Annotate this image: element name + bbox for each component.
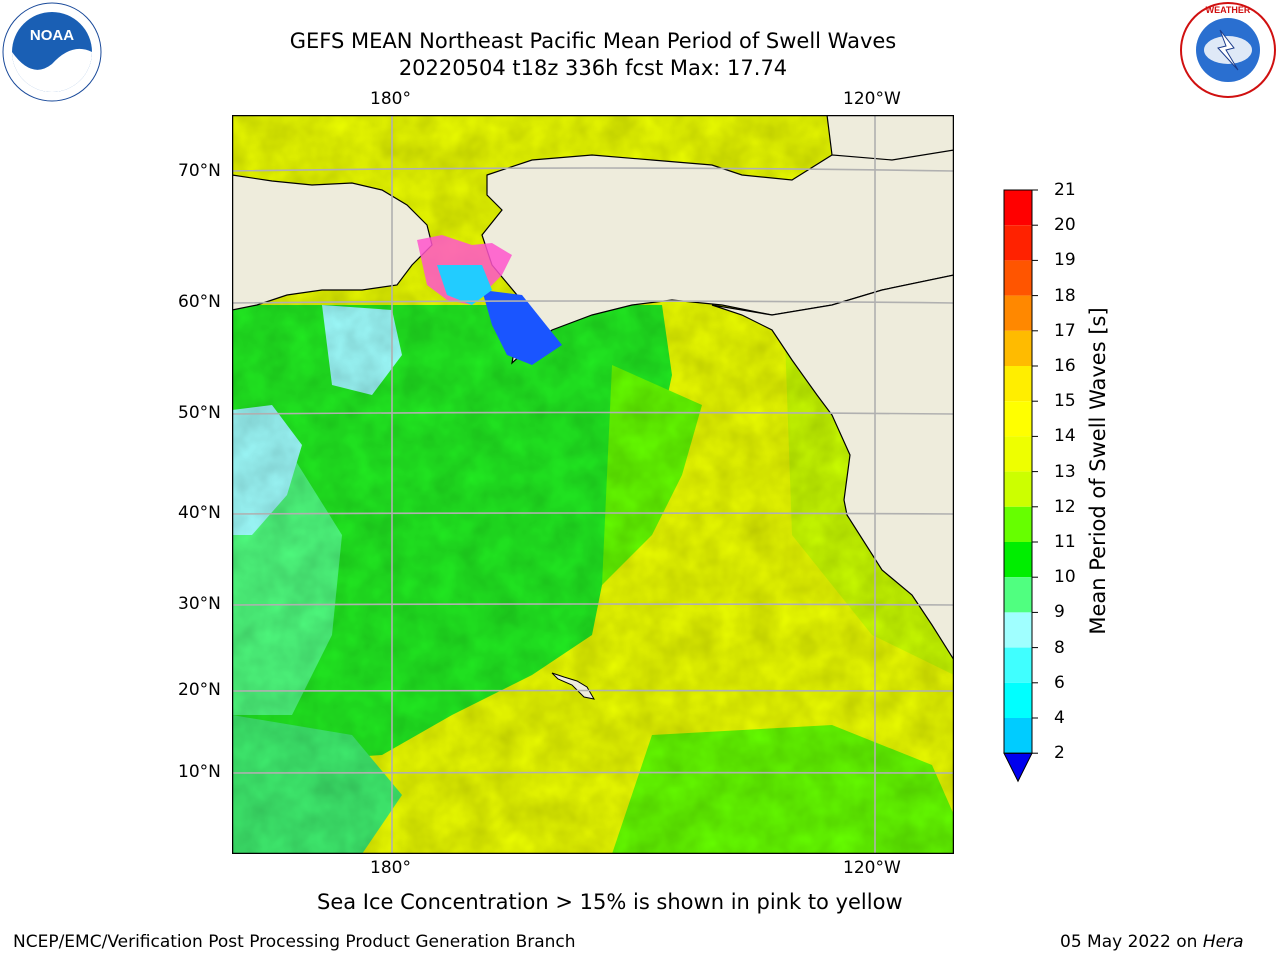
colorbar-tick-label: 14 [1054,426,1076,447]
swell-period-map [231,114,955,855]
colorbar-segment [1004,682,1032,718]
lon-label-bottom-120w: 120°W [843,858,901,878]
colorbar-tick-label: 6 [1054,672,1065,693]
land-north-america-coast [711,274,954,662]
colorbar-tick-label: 13 [1054,461,1076,482]
footer-host: Hera [1202,932,1244,952]
colorbar-tick-label: 8 [1054,637,1065,658]
colorbar-extend-arrow [1003,752,1033,783]
colorbar [1000,188,1040,792]
footer-right: 05 May 2022 on Hera [1060,932,1244,952]
lon-label-bottom-180: 180° [370,858,411,878]
lon-label-top-120w: 120°W [843,89,901,109]
nws-logo: WEATHER [1178,0,1278,100]
land-alaska [481,149,954,365]
colorbar-tick-label: 15 [1054,391,1076,412]
lat-label-10n: 10°N [178,762,221,782]
lat-label-40n: 40°N [178,503,221,523]
colorbar-segment [1004,471,1032,507]
colorbar-segment [1004,295,1032,331]
colorbar-segment [1004,577,1032,613]
colorbar-tick-label: 17 [1054,320,1076,341]
noaa-logo: NOAA [2,2,102,102]
lat-label-70n: 70°N [178,161,221,181]
colorbar-segment [1004,225,1032,261]
title-line-1: GEFS MEAN Northeast Pacific Mean Period … [289,29,897,53]
hawaii-islands [551,672,595,700]
title-line-2: 20220504 t18z 336h fcst Max: 17.74 [398,56,788,80]
colorbar-tick-label: 21 [1054,180,1076,200]
colorbar-tick-label: 12 [1054,496,1076,517]
lat-label-20n: 20°N [178,680,221,700]
lat-label-60n: 60°N [178,292,221,312]
graticule [232,115,954,854]
colorbar-tick-label: 4 [1054,708,1065,728]
colorbar-tick-label: 11 [1054,532,1076,552]
svg-text:WEATHER: WEATHER [1206,5,1251,15]
colorbar-tick-label: 10 [1054,567,1076,588]
colorbar-segment [1004,366,1032,402]
lon-label-top-180: 180° [370,89,411,109]
land-canada-north [826,115,954,161]
colorbar-tick-label: 20 [1054,215,1076,236]
colorbar-segment [1004,612,1032,648]
colorbar-segment [1004,401,1032,437]
caption: Sea Ice Concentration > 15% is shown in … [317,890,903,914]
bristol-bay-blue [482,290,562,365]
colorbar-segment [1004,190,1032,226]
lat-label-30n: 30°N [178,594,221,614]
colorbar-segment [1004,647,1032,683]
colorbar-tick-label: 16 [1054,356,1076,376]
svg-text:NOAA: NOAA [30,27,74,44]
colorbar-segment [1004,436,1032,472]
colorbar-tick-label: 2 [1054,743,1065,764]
footer-left: NCEP/EMC/Verification Post Processing Pr… [13,932,576,952]
lat-label-50n: 50°N [178,403,221,423]
colorbar-tick-label: 9 [1054,602,1065,623]
footer-date: 05 May 2022 on [1060,932,1203,952]
colorbar-segment [1004,330,1032,366]
bering-cyan [437,265,492,305]
colorbar-segment [1004,718,1032,754]
colorbar-tick-label: 19 [1054,250,1076,271]
colorbar-tick-label: 18 [1054,285,1076,306]
colorbar-label: Mean Period of Swell Waves [s] [1086,307,1110,635]
colorbar-segment [1004,542,1032,578]
colorbar-segment [1004,506,1032,542]
colorbar-segment [1004,260,1032,296]
